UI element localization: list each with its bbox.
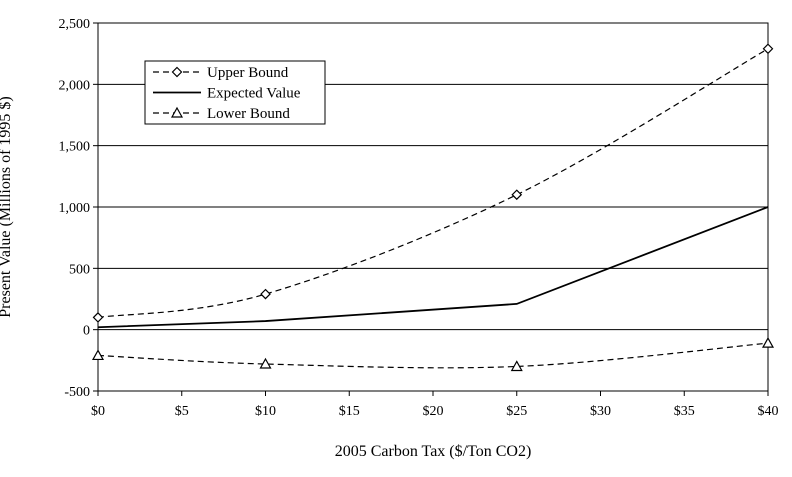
axis-ticks (93, 22, 769, 396)
data-point-lower-bound (259, 357, 272, 369)
data-point-lower-bound (761, 336, 775, 348)
legend-marker-upper-bound (171, 66, 183, 78)
y-tick-label: 2,000 (59, 78, 91, 93)
x-tick-label: $35 (674, 404, 695, 419)
x-tick-label: $40 (758, 404, 779, 419)
tick-labels: -500 0 500 1,000 1,500 2,000 2,500 $0 $5 $10 $15 $2… (59, 17, 779, 419)
y-tick-label: 1,500 (59, 140, 91, 155)
series-line-upper-bound (97, 48, 769, 318)
legend-marker-lower-bound (170, 106, 184, 118)
y-axis-title: Present Value (Millions of 1995 $) (0, 96, 14, 317)
legend: Upper Bound Expected Value Lower Bound (144, 60, 326, 125)
marker-layer (91, 43, 775, 372)
data-point-upper-bound (762, 43, 774, 55)
x-tick-label: $15 (339, 404, 360, 419)
data-point-upper-bound (92, 312, 104, 323)
legend-label-expected-value: Expected Value (207, 86, 301, 102)
x-tick-label: $5 (175, 404, 189, 419)
x-tick-label: $30 (590, 404, 611, 419)
y-tick-label: 2,500 (59, 17, 91, 32)
series-layer (97, 48, 769, 369)
data-point-upper-bound (260, 288, 271, 300)
legend-label-lower-bound: Lower Bound (207, 106, 290, 122)
x-tick-label: $0 (91, 404, 105, 419)
y-tick-label: 0 (83, 324, 90, 339)
legend-label-upper-bound: Upper Bound (207, 65, 289, 81)
y-tick-label: 1,000 (59, 201, 91, 216)
data-point-upper-bound (511, 189, 523, 201)
y-tick-label: -500 (64, 385, 90, 400)
x-tick-label: $25 (506, 404, 527, 419)
series-line-expected-value (97, 206, 769, 329)
x-tick-label: $20 (423, 404, 444, 419)
data-point-lower-bound (510, 360, 523, 372)
x-axis-title: 2005 Carbon Tax ($/Ton CO2) (335, 443, 532, 460)
y-tick-label: 500 (69, 262, 90, 277)
data-point-lower-bound (91, 349, 105, 361)
series-line-lower-bound (97, 342, 769, 369)
x-tick-label: $10 (255, 404, 276, 419)
